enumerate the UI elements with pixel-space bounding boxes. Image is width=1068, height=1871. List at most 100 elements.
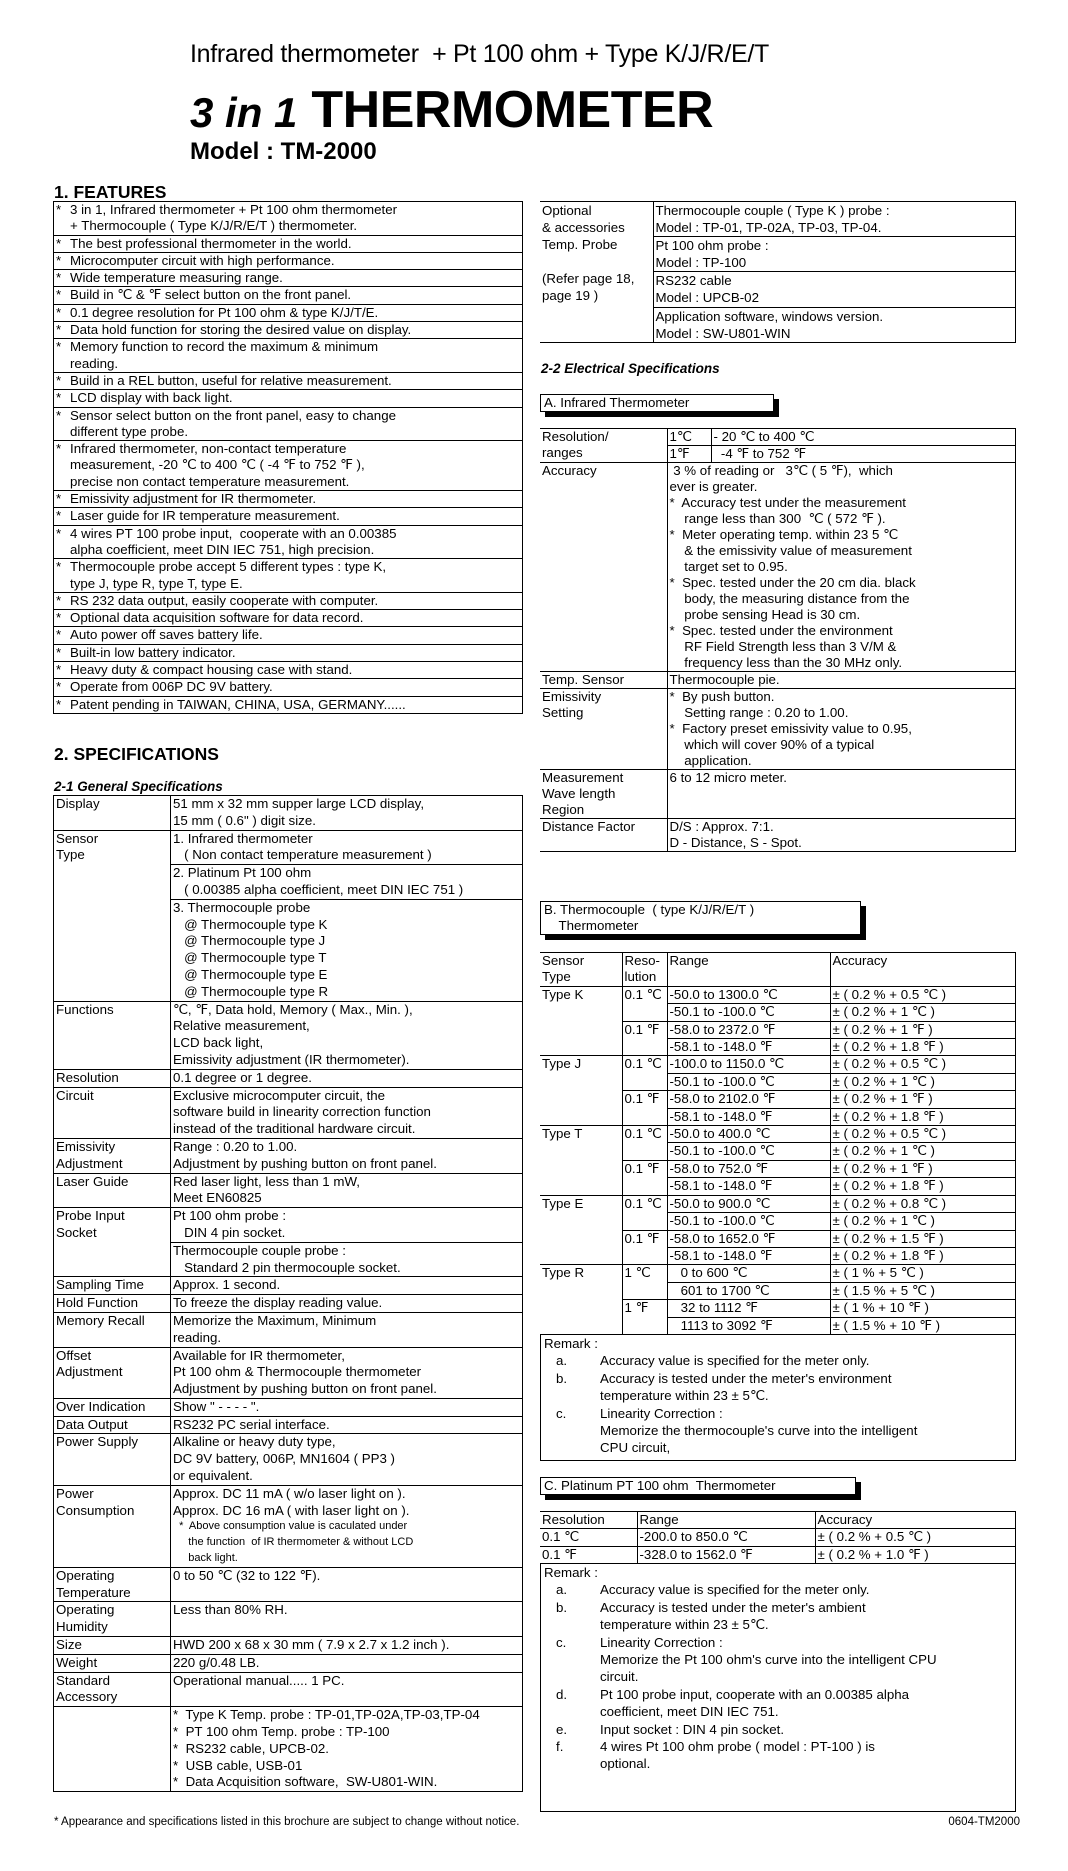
spec-row: Hold Function To freeze the display readi… (53, 1294, 523, 1313)
resolution-value: 1℉ (666, 445, 712, 463)
feature-cell: * Patent pending in TAIWAN, CHINA, USA, G… (53, 695, 523, 714)
column-header: Resolution (540, 1510, 638, 1530)
remark-text: 4 wires Pt 100 ohm probe ( model : PT-10… (600, 1738, 875, 1772)
remark-key: e. (556, 1721, 568, 1737)
footer-code: 0604-TM2000 (948, 1816, 1020, 1828)
range-value: -58.0 to 2102.0 ℉ (666, 1090, 831, 1109)
spec-row: Standard Accessory Operational manual....… (53, 1671, 523, 1708)
feature-text: Patent pending in TAIWAN, CHINA, USA, GE… (70, 696, 406, 712)
remark-item: e. Input socket : DIN 4 pin socket. (544, 1721, 1012, 1738)
spec-note: * Above consumption value is caculated u… (179, 1520, 414, 1565)
spec-value: * Type K Temp. probe : TP-01,TP-02A,TP-0… (170, 1706, 523, 1793)
sensor-type: Type J (540, 1055, 623, 1127)
spec-row: Memory Recall Memorize the Maximum, Minim… (53, 1311, 523, 1348)
feature-cell: * Built-in low battery indicator. (53, 643, 523, 663)
spec-label: Power Consumption (53, 1484, 171, 1568)
spec-value: Memorize the Maximum, Minimum reading. (170, 1311, 523, 1348)
remark-key: f. (556, 1738, 564, 1754)
electrical-specs-heading: 2-2 Electrical Specifications (541, 361, 720, 376)
column-header: Range (636, 1510, 816, 1530)
feature-cell: * The best professional thermometer in th… (53, 234, 523, 253)
accuracy-value: ± ( 0.2 % + 1 ℉ ) (829, 1159, 1016, 1179)
spec-value: ℃, ℉, Data hold, Memory ( Max., Min. ), … (170, 1000, 523, 1070)
resolution-value: 0.1 ℃ (540, 1528, 638, 1547)
table-row: Type T 0.1 ℃ -50.0 to 400.0 ℃ ± ( 0.2 % + 0… (540, 1125, 1016, 1196)
spec-row: Data Output RS232 PC serial interface. (53, 1415, 523, 1435)
remark-key: b. (556, 1599, 568, 1615)
feature-cell: * Microcomputer circuit with high perform… (53, 251, 523, 271)
feature-text: Microcomputer circuit with high performa… (70, 252, 335, 268)
spec-value-text: 2. Platinum Pt 100 ohm ( 0.00385 alpha c… (173, 865, 464, 897)
accuracy-value: ± ( 0.2 % + 1 ℃ ) (829, 1212, 1016, 1231)
resolution-label: Resolution/ ranges (540, 428, 668, 463)
table-row: -50.1 to -100.0 ℃ ± ( 0.2 % + 1 ℃ ) (540, 1003, 1016, 1022)
spec-label: Hold Function (53, 1294, 171, 1313)
bullet-icon: * (56, 662, 62, 678)
bullet-icon: * (56, 322, 62, 338)
accuracy-value: ± ( 1 % + 5 ℃ ) (829, 1264, 1016, 1283)
spec-value: Alkaline or heavy duty type, DC 9V batte… (170, 1433, 523, 1486)
infrared-section-heading: A. Infrared Thermometer (540, 394, 774, 412)
spec-value: Pt 100 ohm probe : DIN 4 pin socket. (170, 1207, 523, 1243)
feature-cell: * Auto power off saves battery life. (53, 626, 523, 645)
spec-value-text: Less than 80% RH. (173, 1602, 288, 1618)
features-table: * 3 in 1, Infrared thermometer + Pt 100 o… (53, 201, 523, 714)
table-row: -58.1 to -148.0 ℉ ± ( 0.2 % + 1.8 ℉ ) (540, 1246, 1016, 1266)
spec-row: * Type K Temp. probe : TP-01,TP-02A,TP-0… (53, 1706, 523, 1793)
feature-cell: * 4 wires PT 100 probe input, cooperate w… (53, 524, 523, 560)
table-row: 0.1 ℉ -58.0 to 1652.0 ℉ ± ( 0.2 % + 1.5 ℉ … (540, 1229, 1016, 1266)
optional-item: Pt 100 ohm probe : Model : TP-100 (652, 236, 1016, 273)
feature-row: * Build in a REL button, useful for relat… (53, 371, 523, 391)
spec-value: Operational manual..... 1 PC. (170, 1671, 523, 1708)
resolution-value: 0.1 ℉ (621, 1159, 668, 1196)
ir-spec-value: D/S : Approx. 7:1. D - Distance, S - Spo… (666, 818, 1016, 852)
accuracy-value: ± ( 0.2 % + 1.0 ℉ ) (814, 1545, 1016, 1564)
feature-text: Thermocouple probe accept 5 different ty… (70, 559, 387, 591)
remark-text: Linearity Correction : Memorize the Pt 1… (600, 1634, 937, 1685)
spec-row: Weight 220 g/0.48 LB. (53, 1653, 523, 1673)
spec-label: Probe Input Socket (53, 1207, 171, 1278)
remark-title: Remark : (544, 1564, 598, 1580)
spec-row: Offset Adjustment Available for IR thermo… (53, 1346, 523, 1399)
ir-spec-value: 6 to 12 micro meter. (666, 769, 1016, 819)
sensor-type: Type R (540, 1264, 623, 1335)
feature-text: Optional data acquisition software for d… (70, 610, 364, 626)
spec-label: Data Output (53, 1415, 171, 1435)
accuracy-value: ± ( 0.2 % + 0.5 ℃ ) (829, 985, 1016, 1005)
feature-row: * Patent pending in TAIWAN, CHINA, USA, G… (53, 695, 523, 714)
optional-row: Optional & accessories Temp. Probe (Refe… (540, 200, 1016, 343)
spec-value-text: 1. Infrared thermometer ( Non contact te… (173, 830, 432, 863)
spec-label: Weight (53, 1653, 171, 1673)
ir-spec-value: 3 % of reading or 3℃ ( 5 ℉), which ever … (666, 462, 1016, 672)
feature-text: Emissivity adjustment for IR thermometer… (70, 491, 317, 507)
table-row: -58.1 to -148.0 ℉ ± ( 0.2 % + 1.8 ℉ ) (540, 1177, 1016, 1196)
spec-value-text: Range : 0.20 to 1.00. Adjustment by push… (173, 1138, 437, 1171)
range-value: -50.0 to 1300.0 ℃ (666, 985, 831, 1005)
table-row: 601 to 1700 ℃ ± ( 1.5 % + 5 ℃ ) (540, 1281, 1016, 1301)
remark-title: Remark : (544, 1335, 598, 1351)
feature-text: Operate from 006P DC 9V battery. (70, 679, 273, 695)
feature-cell: * Sensor select button on the front panel… (53, 406, 523, 442)
spec-label: Sampling Time (53, 1276, 171, 1296)
infrared-specs-table: Resolution/ ranges 1℃ - 20 ℃ to 400 ℃ 1℉ -4… (540, 428, 1016, 852)
feature-cell: * 0.1 degree resolution for Pt 100 ohm & … (53, 303, 523, 323)
spec-row: Thermocouple couple probe : Standard 2 p… (54, 1241, 523, 1278)
feature-cell: * Thermocouple probe accept 5 different t… (53, 558, 523, 593)
range-value: -4 ℉ to 752 ℉ (710, 445, 1016, 463)
spec-value: Range : 0.20 to 1.00. Adjustment by push… (170, 1137, 523, 1174)
optional-item: RS232 cable Model : UPCB-02 (652, 271, 1016, 308)
spec-label: Memory Recall (53, 1311, 171, 1348)
accuracy-value: ± ( 0.2 % + 1.8 ℉ ) (829, 1038, 1016, 1057)
resolution-value: 1 ℉ (621, 1299, 668, 1335)
feature-text: 4 wires PT 100 probe input, cooperate wi… (70, 525, 397, 557)
remark-key: c. (556, 1634, 567, 1650)
feature-text: Build in a REL button, useful for relati… (70, 372, 392, 388)
table-row: -50.1 to -100.0 ℃ ± ( 0.2 % + 1 ℃ ) (540, 1212, 1016, 1231)
column-header: Reso- lution (621, 952, 668, 987)
feature-text: Auto power off saves battery life. (70, 627, 263, 643)
feature-cell: * Optional data acquisition software for … (53, 609, 523, 628)
spec-value-text: Approx. DC 11 mA ( w/o laser light on ).… (173, 1485, 410, 1518)
spec-value-text: Alkaline or heavy duty type, DC 9V batte… (173, 1434, 395, 1484)
table-row: -58.1 to -148.0 ℉ ± ( 0.2 % + 1.8 ℉ ) (540, 1107, 1016, 1127)
feature-text: Built-in low battery indicator. (70, 644, 236, 660)
